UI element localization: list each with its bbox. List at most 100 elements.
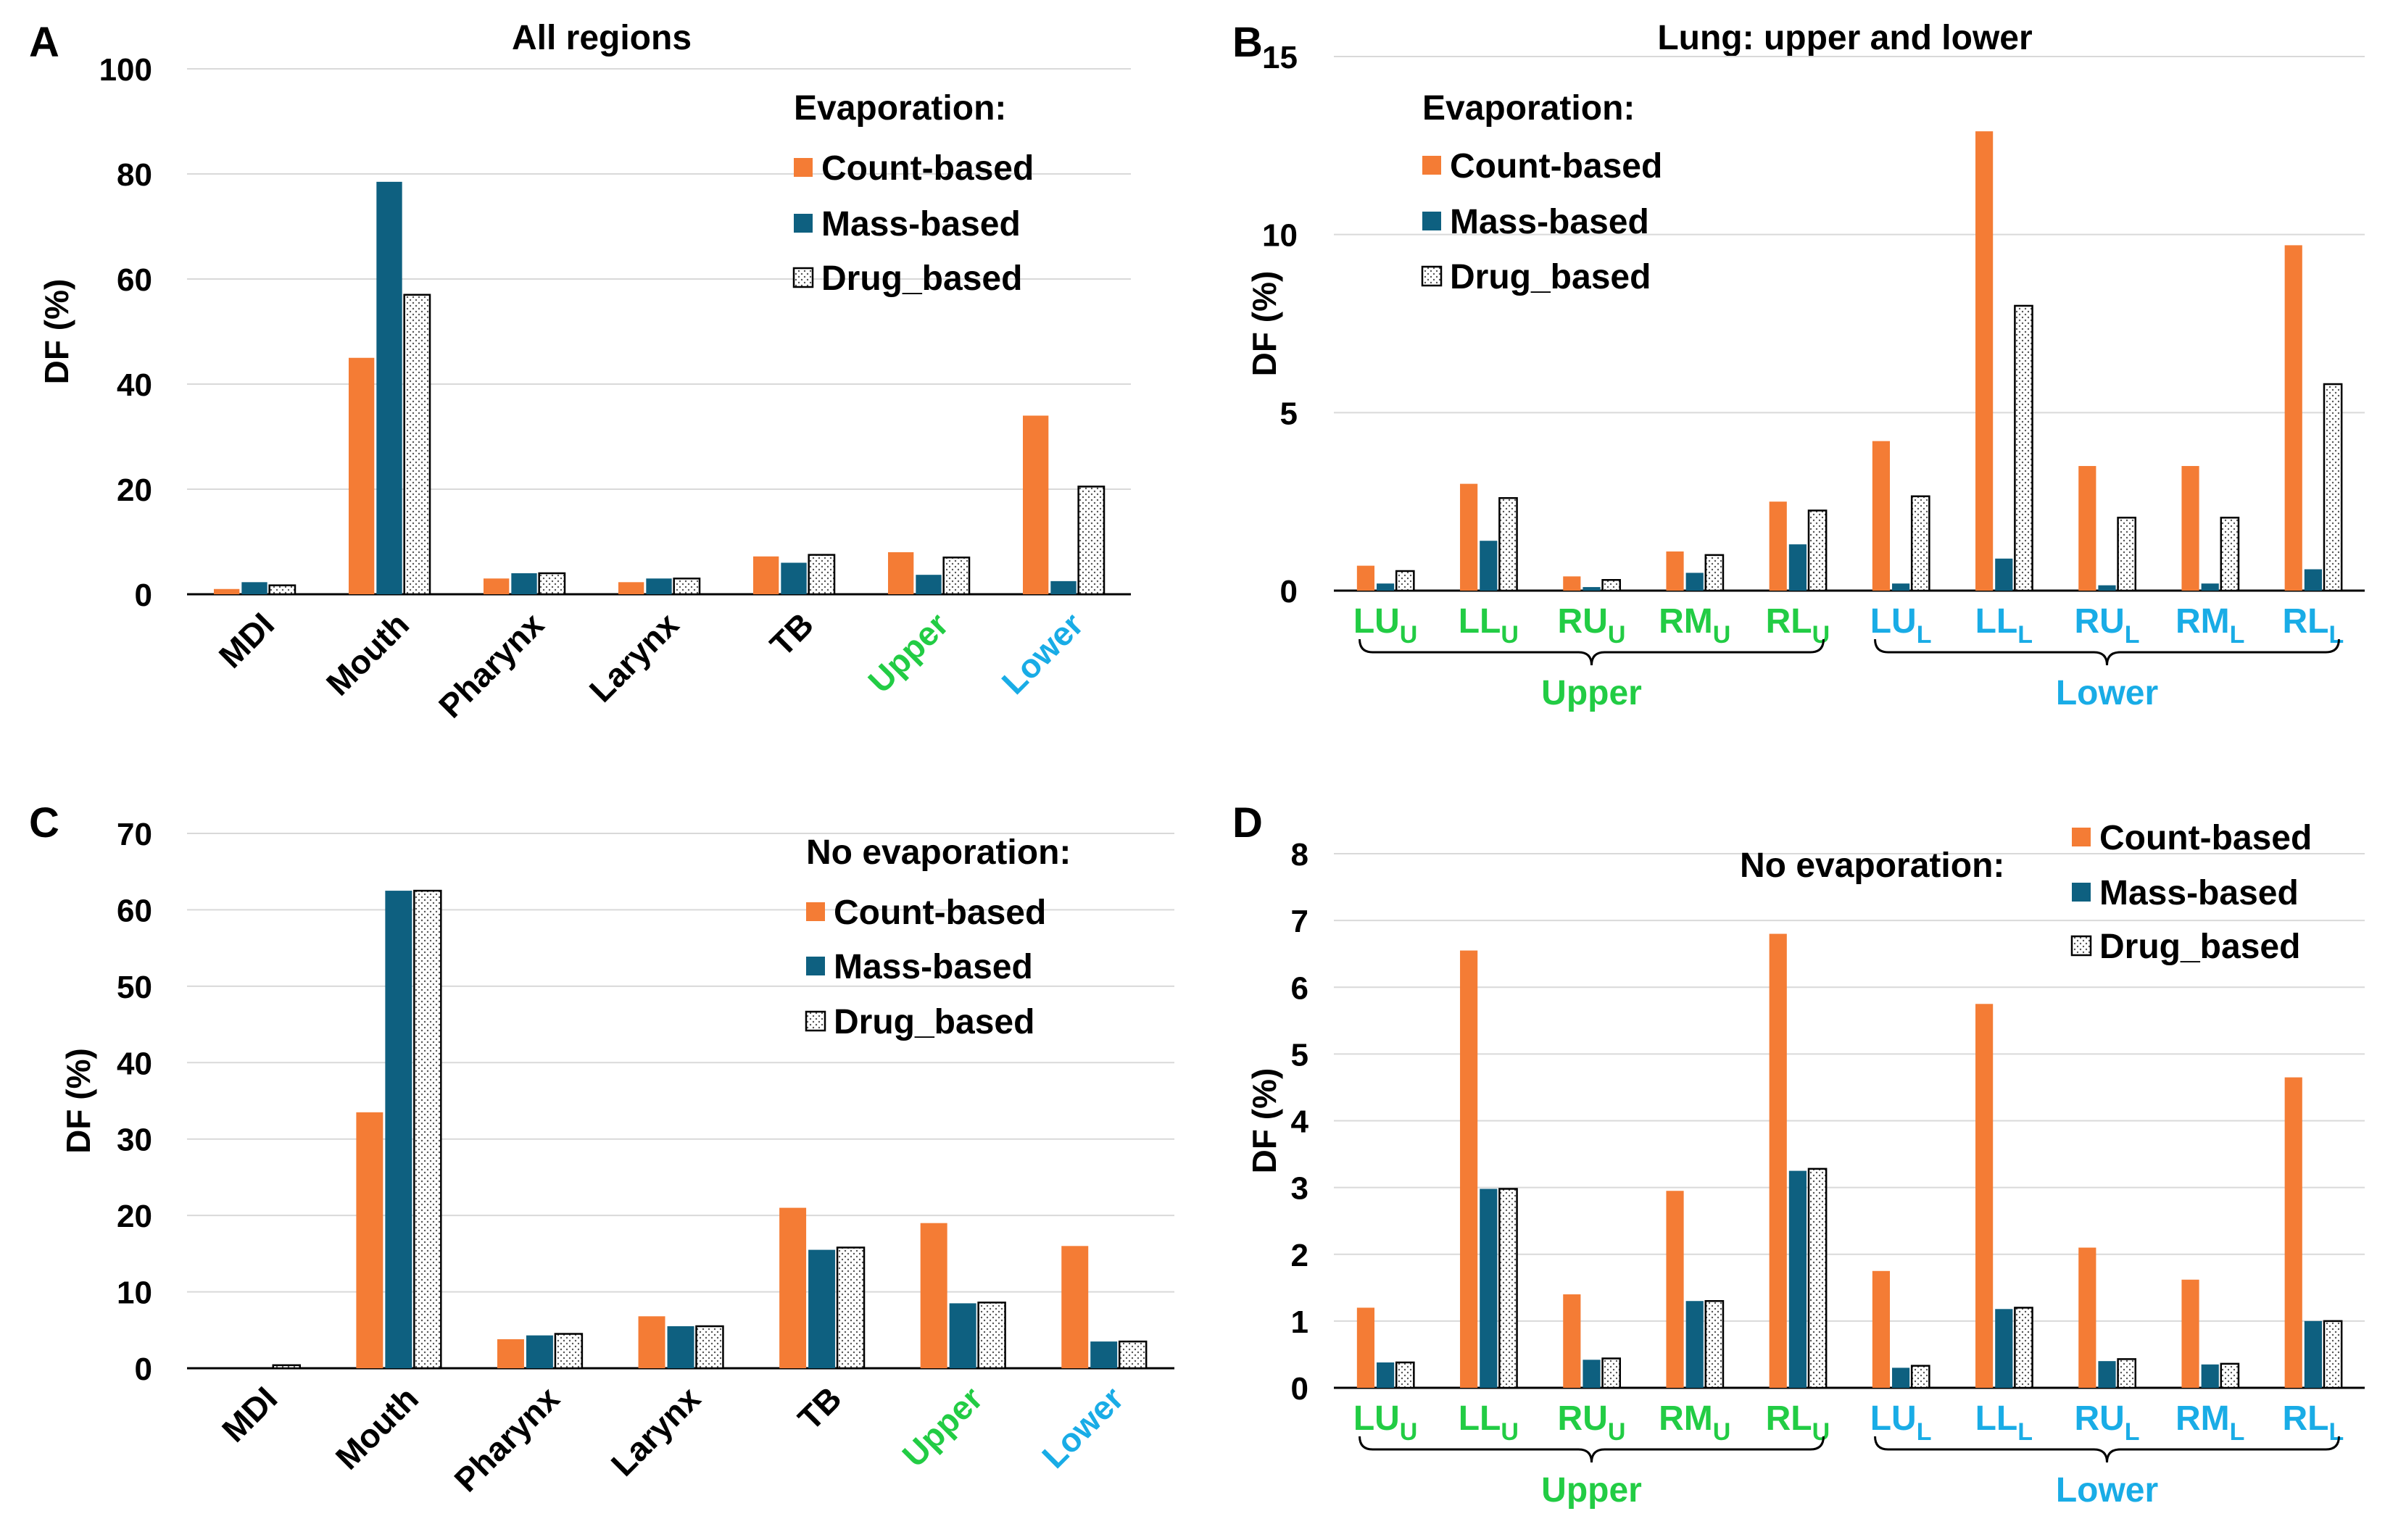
- category-base: LU: [1870, 1399, 1917, 1438]
- bar-mass-based-2: [526, 1335, 553, 1368]
- bar-drug-based-1: [403, 294, 431, 596]
- y-tick-label: 0: [1291, 1371, 1308, 1407]
- panel-letter: D: [1232, 799, 1263, 846]
- y-tick-label: 6: [1291, 970, 1308, 1006]
- bar-mass-based-4: [808, 1249, 836, 1368]
- category-sub: U: [1501, 1418, 1519, 1446]
- bar-drug-based-5: [977, 1302, 1006, 1370]
- bar-drug-based-3: [695, 1325, 724, 1370]
- bar-mass-based-5: [916, 575, 942, 594]
- category-sub: L: [1917, 1418, 1932, 1446]
- chart-title: Lung: upper and lower: [1657, 19, 2032, 57]
- legend-swatch: [794, 158, 813, 177]
- category-base: LL: [1975, 1399, 2018, 1438]
- category-sub: U: [1812, 621, 1830, 649]
- category-sub: U: [1713, 621, 1731, 649]
- category-label: RMU: [1659, 1399, 1730, 1446]
- bar-drug-based-3: [1704, 554, 1725, 592]
- bar-drug-based-1: [1498, 497, 1518, 592]
- bar-drug-based-4: [836, 1246, 866, 1370]
- bar-mass-based-7: [2098, 1361, 2116, 1388]
- category-sub: L: [2017, 1418, 2033, 1446]
- panel-a: A All regions 0 20 40 60 80 100 DF (%) MDI Mouth Ph…: [29, 19, 1131, 725]
- legend-label: Mass-based: [834, 948, 1033, 986]
- y-axis-label: DF (%): [59, 1048, 97, 1154]
- y-tick-label: 0: [135, 1352, 152, 1387]
- legend-label: Mass-based: [2099, 874, 2299, 912]
- bar-count-based-7: [2078, 466, 2096, 591]
- category-sub: U: [1713, 1418, 1731, 1446]
- bar-drug-based-1: [1498, 1188, 1518, 1389]
- category-label: Mouth: [319, 605, 416, 702]
- category-label: TB: [763, 605, 821, 663]
- legend-swatch: [806, 902, 825, 921]
- bar-mass-based-5: [1892, 1368, 1910, 1388]
- category-label: RUU: [1558, 1399, 1626, 1446]
- bar-count-based-9: [2284, 1077, 2302, 1388]
- bar-mass-based-1: [376, 181, 402, 594]
- y-tick-label: 50: [117, 970, 152, 1005]
- bar-count-based-3: [1666, 1191, 1684, 1388]
- category-label: LLU: [1459, 1399, 1519, 1446]
- bar-drug-based-5: [1910, 495, 1930, 592]
- category-base: RU: [1558, 602, 1608, 641]
- category-base: RU: [1558, 1399, 1608, 1438]
- y-tick-label: 60: [117, 262, 152, 298]
- group-bracket-lower: [1874, 638, 2340, 666]
- bar-mass-based-5: [949, 1303, 976, 1368]
- y-axis-label: DF (%): [1245, 1068, 1283, 1174]
- legend-label: Mass-based: [821, 205, 1021, 244]
- bar-mass-based-9: [2304, 1320, 2322, 1388]
- bar-count-based-6: [1061, 1246, 1089, 1368]
- category-label: Upper: [895, 1379, 990, 1474]
- category-label: MDI: [215, 1379, 284, 1449]
- category-sub: L: [2329, 621, 2344, 649]
- bar-drug-based-7: [2117, 517, 2137, 592]
- group-bracket-upper: [1359, 638, 1825, 666]
- bar-mass-based-0: [1377, 1362, 1395, 1388]
- legend-title: Evaporation:: [1422, 89, 1635, 128]
- bar-count-based-4: [1769, 501, 1787, 591]
- bar-drug-based-0: [268, 584, 296, 596]
- bar-drug-based-2: [1601, 579, 1622, 592]
- category-label: Lower: [1034, 1379, 1131, 1476]
- bar-mass-based-4: [1788, 544, 1807, 591]
- bar-mass-based-4: [781, 562, 807, 594]
- y-tick-label: 8: [1291, 837, 1308, 873]
- bar-count-based-6: [1022, 415, 1049, 594]
- bar-mass-based-8: [2201, 1364, 2219, 1388]
- category-label: Mouth: [328, 1379, 426, 1476]
- legend-label: Mass-based: [1450, 203, 1649, 241]
- bar-count-based-5: [1872, 1270, 1891, 1388]
- category-label: RLU: [1766, 1399, 1830, 1446]
- category-base: RU: [2074, 602, 2124, 641]
- y-tick-label: 0: [1280, 574, 1298, 609]
- y-tick-label: 100: [99, 52, 152, 88]
- bar-mass-based-2: [1583, 1360, 1601, 1388]
- bar-mass-based-3: [646, 578, 672, 594]
- bar-count-based-0: [213, 588, 240, 594]
- group-bracket-upper: [1359, 1436, 1825, 1463]
- legend-swatch: [806, 957, 825, 975]
- y-tick-label: 7: [1291, 904, 1308, 939]
- category-base: LU: [1353, 1399, 1400, 1438]
- category-label: RLL: [2283, 602, 2344, 649]
- y-tick-label: 40: [117, 1046, 152, 1081]
- bar-count-based-1: [348, 357, 375, 594]
- category-base: RM: [2175, 602, 2230, 641]
- group-label-lower: Lower: [2056, 1471, 2158, 1510]
- bar-mass-based-0: [241, 582, 267, 594]
- legend-label: Count-based: [834, 894, 1046, 932]
- bar-mass-based-6: [1090, 1341, 1118, 1368]
- category-base: RL: [2283, 602, 2329, 641]
- y-tick-label: 3: [1291, 1171, 1308, 1207]
- panel-letter: B: [1232, 19, 1263, 66]
- panel-letter: A: [29, 19, 59, 66]
- panel-letter: C: [29, 799, 59, 846]
- category-label: RUL: [2074, 602, 2139, 649]
- bar-drug-based-3: [1704, 1299, 1725, 1389]
- y-tick-label: 80: [117, 157, 152, 193]
- category-label: LLL: [1975, 602, 2033, 649]
- bar-mass-based-3: [667, 1326, 694, 1368]
